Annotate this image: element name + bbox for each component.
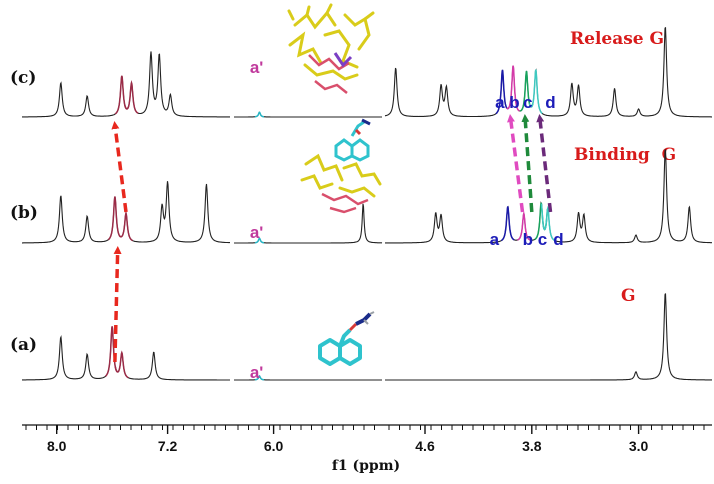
spectrum-a (22, 293, 712, 381)
peak-b-12 (517, 210, 531, 241)
peak-label-c-0: a' (250, 58, 264, 77)
peak-label-a-0: a' (250, 363, 264, 382)
peak-c-12 (506, 65, 520, 112)
tick-label-4: 3.8 (522, 438, 542, 454)
peak-label-c-1: a (495, 93, 505, 112)
peak-c-7 (254, 111, 264, 118)
peak-label-c-3: c (523, 93, 532, 112)
complex-release-model (287, 3, 375, 94)
spectra-layer (22, 27, 712, 381)
peak-label-b-3: c (538, 230, 547, 249)
state-label-binding: Binding G (574, 145, 676, 165)
peak-c-14 (528, 69, 543, 115)
peak-annotations-layer: a'a b c da' a b c da' (250, 58, 564, 382)
peak-a-3 (114, 350, 129, 379)
peak-label-b-1: a (490, 230, 500, 249)
x-axis-ticks: 8.0 7.2 6.0 4.6 3.8 3.0 (25, 425, 705, 454)
panel-label-b: (b) (10, 203, 38, 223)
peak-label-c-2: b (509, 93, 519, 112)
shift-arrow-2 (507, 114, 525, 213)
x-axis-title: f1 (ppm) (332, 458, 400, 474)
guest-naphthalene-model (318, 311, 375, 366)
spectrum-c (22, 27, 712, 118)
spectrum-b (22, 149, 712, 244)
peak-b-3 (118, 210, 134, 242)
shift-arrow-0 (113, 246, 122, 363)
peak-label-b-4: d (553, 230, 563, 249)
shift-arrows-layer (111, 114, 553, 363)
peak-a-5 (254, 375, 265, 381)
tick-label-1: 7.2 (158, 438, 178, 454)
peak-b-7 (254, 237, 264, 244)
tick-label-3: 4.6 (415, 438, 435, 454)
peak-b-14 (540, 203, 555, 241)
tick-label-2: 6.0 (264, 438, 284, 454)
shift-arrow-1 (111, 121, 128, 213)
peak-label-b-0: a' (250, 223, 264, 242)
peak-c-3 (124, 80, 139, 114)
tick-label-0: 8.0 (47, 438, 67, 454)
tick-label-5: 3.0 (629, 438, 649, 454)
peak-b-11 (500, 206, 515, 242)
peak-label-b-2: b (523, 230, 533, 249)
spectrum-c-segment-aliphatic (384, 27, 712, 118)
peak-label-c-4: d (545, 93, 555, 112)
complex-binding-model (300, 118, 382, 214)
state-label-guest: G (621, 286, 636, 306)
spectrum-a-segment-aromatic (22, 326, 230, 381)
panel-label-c: (c) (10, 68, 36, 88)
peak-b-2 (107, 196, 122, 241)
panel-label-a: (a) (10, 335, 37, 355)
shift-arrow-3 (521, 114, 534, 213)
state-label-release: Release G (570, 29, 664, 49)
shift-arrow-4 (536, 114, 553, 213)
spectrum-a-segment-aliphatic (385, 293, 712, 381)
